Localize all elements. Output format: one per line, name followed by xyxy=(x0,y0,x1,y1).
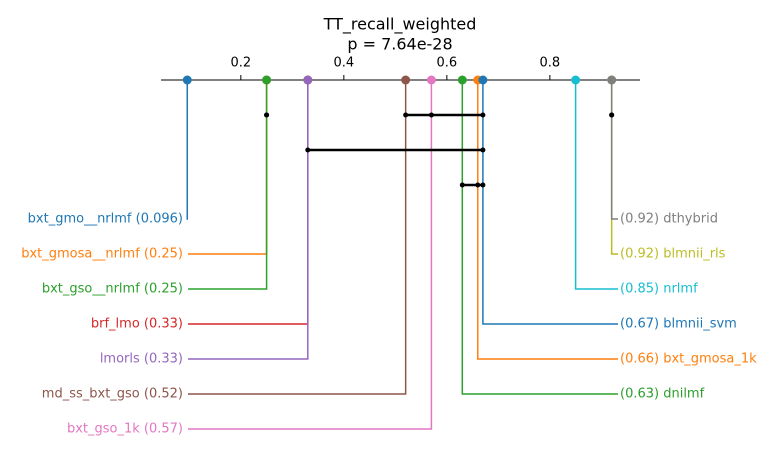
clique-dot xyxy=(264,112,270,118)
method-line xyxy=(482,80,618,325)
clique-dot xyxy=(480,182,486,188)
method-dot xyxy=(571,75,581,85)
method-line xyxy=(186,80,189,220)
x-tick-label: 0.6 xyxy=(437,56,458,71)
method-line xyxy=(188,80,309,360)
x-tick-label: 0.8 xyxy=(540,56,561,71)
method-label: (0.85) nrlmf xyxy=(620,282,698,297)
clique-dot xyxy=(480,112,486,118)
method-label: (0.92) blmnii_rls xyxy=(620,247,726,262)
method-line xyxy=(188,80,309,325)
method-dot xyxy=(303,75,313,85)
method-label: (0.63) dnilmf xyxy=(620,387,705,402)
method-line xyxy=(188,80,433,430)
clique-dot xyxy=(459,182,465,188)
method-dot xyxy=(478,75,488,85)
chart-title: TT_recall_weighted xyxy=(323,15,477,35)
clique-dot xyxy=(475,182,481,188)
method-dot xyxy=(457,75,467,85)
method-line xyxy=(188,80,268,290)
x-tick-label: 0.4 xyxy=(334,56,355,71)
method-label: bxt_gso__nrlmf (0.25) xyxy=(42,282,183,297)
method-dot xyxy=(182,75,192,85)
method-line xyxy=(610,80,618,255)
method-line xyxy=(188,80,407,395)
method-label: (0.92) dthybrid xyxy=(620,212,718,227)
method-line xyxy=(477,80,618,360)
clique-dot xyxy=(480,147,486,153)
chart-subtitle: p = 7.64e-28 xyxy=(347,35,452,54)
clique-dot xyxy=(428,112,434,118)
x-tick-label: 0.2 xyxy=(230,56,251,71)
method-line xyxy=(461,80,618,395)
clique-dot xyxy=(609,112,615,118)
method-label: md_ss_bxt_gso (0.52) xyxy=(42,387,183,402)
method-label: bxt_gmo__nrlmf (0.096) xyxy=(28,212,183,227)
method-label: brf_lmo (0.33) xyxy=(91,317,183,332)
method-dot xyxy=(607,75,617,85)
method-label: (0.67) blmnii_svm xyxy=(620,317,737,332)
clique-dot xyxy=(403,112,409,118)
method-dot xyxy=(262,75,272,85)
method-label: (0.66) bxt_gmosa_1k xyxy=(620,352,757,367)
method-label: bxt_gmosa__nrlmf (0.25) xyxy=(21,247,183,262)
clique-dot xyxy=(305,147,311,153)
method-label: bxt_gso_1k (0.57) xyxy=(67,422,183,437)
method-line xyxy=(574,80,618,290)
method-dot xyxy=(426,75,436,85)
method-line xyxy=(610,80,618,220)
method-line xyxy=(188,80,268,255)
method-dot xyxy=(401,75,411,85)
method-label: lmorls (0.33) xyxy=(100,352,183,367)
